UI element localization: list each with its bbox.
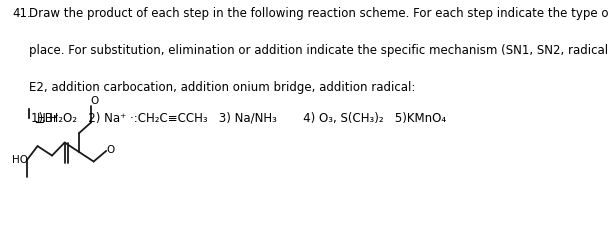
- Text: HBr: HBr: [37, 112, 59, 125]
- Text: , H₂O₂   2) Na⁺ ·:CH₂C≡CCH₃   3) Na/NH₃       4) O₃, S(CH₃)₂   5)KMnO₄: , H₂O₂ 2) Na⁺ ·:CH₂C≡CCH₃ 3) Na/NH₃ 4) O…: [43, 112, 446, 125]
- Text: 1): 1): [31, 112, 47, 125]
- Text: O: O: [106, 145, 115, 155]
- Text: O: O: [90, 96, 98, 106]
- Text: 41.: 41.: [12, 7, 31, 20]
- Text: Draw the product of each step in the following reaction scheme. For each step in: Draw the product of each step in the fol…: [29, 7, 608, 20]
- Text: place. For substitution, elimination or addition indicate the specific mechanism: place. For substitution, elimination or …: [29, 44, 608, 57]
- Text: E2, addition carbocation, addition onium bridge, addition radical:: E2, addition carbocation, addition onium…: [29, 81, 415, 94]
- Text: HO: HO: [12, 155, 27, 165]
